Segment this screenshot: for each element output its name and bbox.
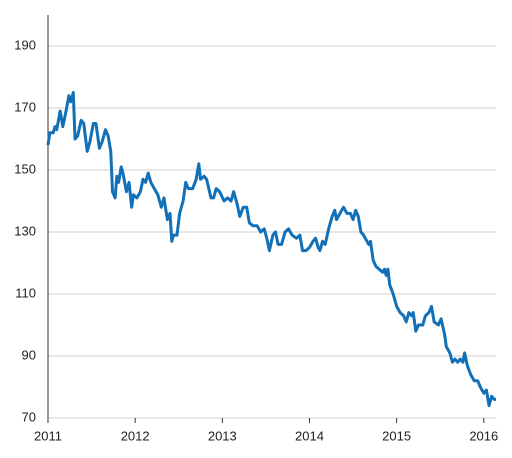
y-tick-label: 70 bbox=[22, 409, 36, 424]
y-tick-label: 90 bbox=[22, 347, 36, 362]
y-tick-label: 190 bbox=[14, 37, 36, 52]
x-tick-label: 2013 bbox=[208, 428, 237, 443]
x-tick-label: 2016 bbox=[469, 428, 498, 443]
data-line bbox=[46, 91, 496, 408]
y-tick-label: 110 bbox=[15, 285, 36, 300]
x-tick-label: 2015 bbox=[382, 428, 411, 443]
x-tick-label: 2012 bbox=[121, 428, 150, 443]
x-tick-label: 2014 bbox=[295, 428, 324, 443]
y-tick-label: 170 bbox=[14, 99, 36, 114]
y-tick-label: 150 bbox=[14, 161, 36, 176]
x-tick-label: 2011 bbox=[34, 428, 62, 443]
y-tick-label: 130 bbox=[14, 223, 36, 238]
